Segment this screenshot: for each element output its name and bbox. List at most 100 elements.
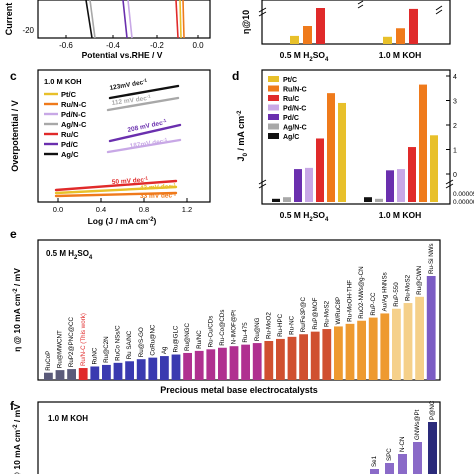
legend-swatch-Pd-C	[268, 114, 279, 120]
bar-catalyst-label: Ru@GLC	[173, 325, 180, 352]
bar-Pt-C	[430, 135, 438, 202]
panel-c-lines	[54, 84, 188, 202]
bar-Pd-C	[386, 170, 394, 202]
panel-d-ytick-label-low: 0.00005	[453, 191, 474, 198]
legend-label-Ru-N-C: Ru/N-C	[283, 87, 307, 94]
panel-c: c Pt/CRu/N-CPd/N-CAg/N-CRu/CPd/CAg/C 1.0…	[10, 69, 211, 226]
bar-Ru-C	[316, 138, 324, 202]
slope-annotation: 187mV dec-1	[129, 136, 168, 150]
bar-catalyst	[148, 357, 158, 380]
panel-c-label: c	[10, 69, 17, 83]
polarization-curve	[122, 0, 128, 39]
bar-Ru-C	[316, 8, 325, 44]
bar-catalyst-label: Ru@CWN	[416, 266, 423, 295]
legend-label-Pd-C: Pd/C	[283, 115, 299, 122]
bar-catalyst-label: Ru-MoS2	[405, 274, 412, 301]
panel-a-frame	[37, 0, 211, 39]
legend-label-Ag-N-C: Ag/N-C	[61, 120, 87, 129]
panel-e-frame	[37, 239, 441, 381]
bar-catalyst-label: RuNC	[91, 347, 98, 364]
bar-catalyst	[183, 352, 192, 380]
bar-catalyst-label: Ru/Fe3P@C	[300, 297, 307, 333]
panel-d-xcat-1: 0.5 M H2SO4	[280, 210, 329, 223]
bar-catalyst-koh	[428, 422, 437, 474]
bar-catalyst-label: Ru/NC	[196, 330, 203, 349]
panel-d-axis-break	[445, 179, 454, 189]
panel-d-label: d	[232, 69, 239, 83]
panel-a-xtick: -0.6	[59, 41, 73, 50]
tafel-line-Pt-C	[54, 185, 178, 195]
panel-d-ylabel: J0 / mA cm-2	[236, 110, 249, 162]
legend-label-Pd-N-C: Pd/N-C	[61, 110, 87, 119]
bar-catalyst-label: Ru-Co@CDs	[219, 310, 226, 346]
tafel-line-Pd-N-C	[106, 138, 182, 154]
panel-c-xtick: 0.4	[96, 205, 106, 214]
bar-catalyst	[415, 296, 424, 380]
slope-annotation: 33 mV dec-1	[140, 191, 177, 200]
bar-Pt-C	[338, 102, 346, 202]
panel-a-curves	[65, 0, 199, 39]
bar-catalyst-label: Ag	[161, 346, 168, 354]
bar-catalyst-label: RuCo NSs/C	[115, 325, 122, 361]
bar-catalyst	[90, 366, 100, 380]
bar-catalyst	[102, 364, 111, 380]
polarization-curve	[179, 0, 182, 39]
bar-catalyst-label: Ru-MoS2	[323, 300, 330, 327]
tafel-line-Pd-C	[108, 123, 182, 143]
panel-f-frame	[37, 401, 441, 474]
bar-catalyst-label: Au/Ag HNNSs	[381, 272, 388, 311]
bar-catalyst	[160, 356, 169, 380]
panel-d-ytick-label: 4	[453, 74, 457, 81]
polarization-curve	[89, 0, 96, 39]
tafel-line-Ru-C	[54, 179, 178, 192]
bar-catalyst	[403, 303, 413, 380]
panel-b-xcat-2: 1.0 M KOH	[379, 50, 422, 60]
panel-d-ytick-label: 2	[453, 123, 457, 130]
bar-Ag-N-C	[375, 198, 383, 202]
legend-label-Ag-C: Ag/C	[283, 134, 299, 141]
legend-swatch-Pt-C	[268, 76, 279, 82]
bar-catalyst	[113, 362, 123, 380]
bar-Ag-C	[364, 197, 372, 202]
panel-f-condition: 1.0 M KOH	[48, 414, 88, 423]
tafel-line-Ag-C	[108, 84, 180, 100]
bar-catalyst-label: RuO2-NWs@g-CN	[358, 266, 365, 318]
bar-Pd-N-C	[397, 169, 405, 202]
panel-a: -20 -0.6 -0.4 -0.2 0.0 Potential vs.RHE …	[4, 0, 211, 60]
panel-a-xlabel: Potential vs.RHE / V	[82, 50, 163, 60]
bar-catalyst-label: Ru@MWCNT	[57, 330, 64, 368]
polarization-curve	[182, 0, 185, 39]
bar-catalyst	[368, 317, 378, 380]
bar-catalyst	[67, 369, 76, 380]
slope-annotation: 43 mV dec-1	[140, 182, 177, 192]
bar-catalyst-label: RuP@MOF	[312, 297, 319, 329]
panel-f-bars: Se1 SPC N-CN GNWs@Pt P@NC	[370, 400, 437, 474]
bar-catalyst	[55, 370, 65, 380]
tafel-line-Ag-N-C	[106, 96, 180, 112]
legend-label-Ru-N-C: Ru/N-C	[61, 100, 87, 109]
panel-e-condition: 0.5 M H2SO4	[46, 249, 93, 261]
bar-catalyst-label: Ru-NC	[289, 315, 296, 334]
bar-catalyst-koh	[413, 442, 422, 474]
panel-c-xtick: 0.0	[53, 205, 63, 214]
panel-a-ytick: -20	[22, 26, 34, 35]
bar-catalyst	[206, 349, 216, 380]
bar-Ru-N-C	[303, 26, 312, 44]
panel-a-xtick: -0.4	[106, 41, 120, 50]
bar-catalyst	[392, 308, 401, 380]
bar-catalyst-label: W/RuC8P	[335, 297, 342, 325]
bar-Pt-C	[290, 35, 299, 44]
bar-catalyst	[276, 338, 285, 380]
panel-d-frame	[261, 69, 451, 205]
bar-catalyst-koh	[398, 454, 407, 474]
bar-catalyst-koh	[370, 469, 379, 474]
panel-c-xlabel: Log (J / mA cm-2)	[88, 216, 157, 226]
bar-Ru-C	[408, 147, 416, 202]
panel-d-axis-break	[258, 179, 267, 189]
bar-catalyst-label: Ru-MoO2	[265, 312, 272, 339]
bar-catalyst-label: Ru@NG	[254, 317, 261, 341]
panel-b-ylabel: η@10	[241, 10, 251, 34]
legend-label-Ag-N-C: Ag/N-C	[283, 125, 307, 132]
legend-swatch-Ru-C	[268, 95, 279, 101]
